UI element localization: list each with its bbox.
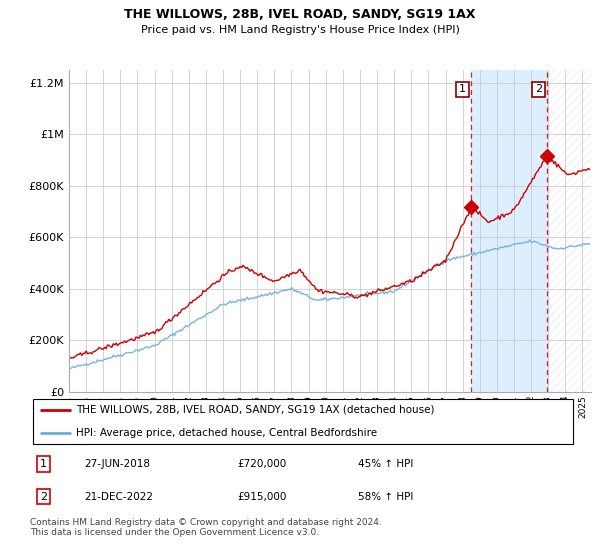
Text: 1: 1 (459, 85, 466, 94)
Text: HPI: Average price, detached house, Central Bedfordshire: HPI: Average price, detached house, Cent… (76, 428, 377, 438)
Text: THE WILLOWS, 28B, IVEL ROAD, SANDY, SG19 1AX (detached house): THE WILLOWS, 28B, IVEL ROAD, SANDY, SG19… (76, 404, 435, 414)
Text: 2: 2 (535, 85, 542, 94)
Text: 58% ↑ HPI: 58% ↑ HPI (358, 492, 413, 502)
Text: 27-JUN-2018: 27-JUN-2018 (85, 459, 151, 469)
Text: Price paid vs. HM Land Registry's House Price Index (HPI): Price paid vs. HM Land Registry's House … (140, 25, 460, 35)
Text: £720,000: £720,000 (238, 459, 287, 469)
Bar (547, 70, 591, 392)
Text: £915,000: £915,000 (238, 492, 287, 502)
Text: 1: 1 (40, 459, 47, 469)
Text: Contains HM Land Registry data © Crown copyright and database right 2024.
This d: Contains HM Land Registry data © Crown c… (30, 518, 382, 538)
Text: 2: 2 (40, 492, 47, 502)
Text: 45% ↑ HPI: 45% ↑ HPI (358, 459, 413, 469)
Bar (471, 70, 547, 392)
Text: THE WILLOWS, 28B, IVEL ROAD, SANDY, SG19 1AX: THE WILLOWS, 28B, IVEL ROAD, SANDY, SG19… (124, 8, 476, 21)
FancyBboxPatch shape (33, 399, 573, 444)
Text: 21-DEC-2022: 21-DEC-2022 (85, 492, 154, 502)
